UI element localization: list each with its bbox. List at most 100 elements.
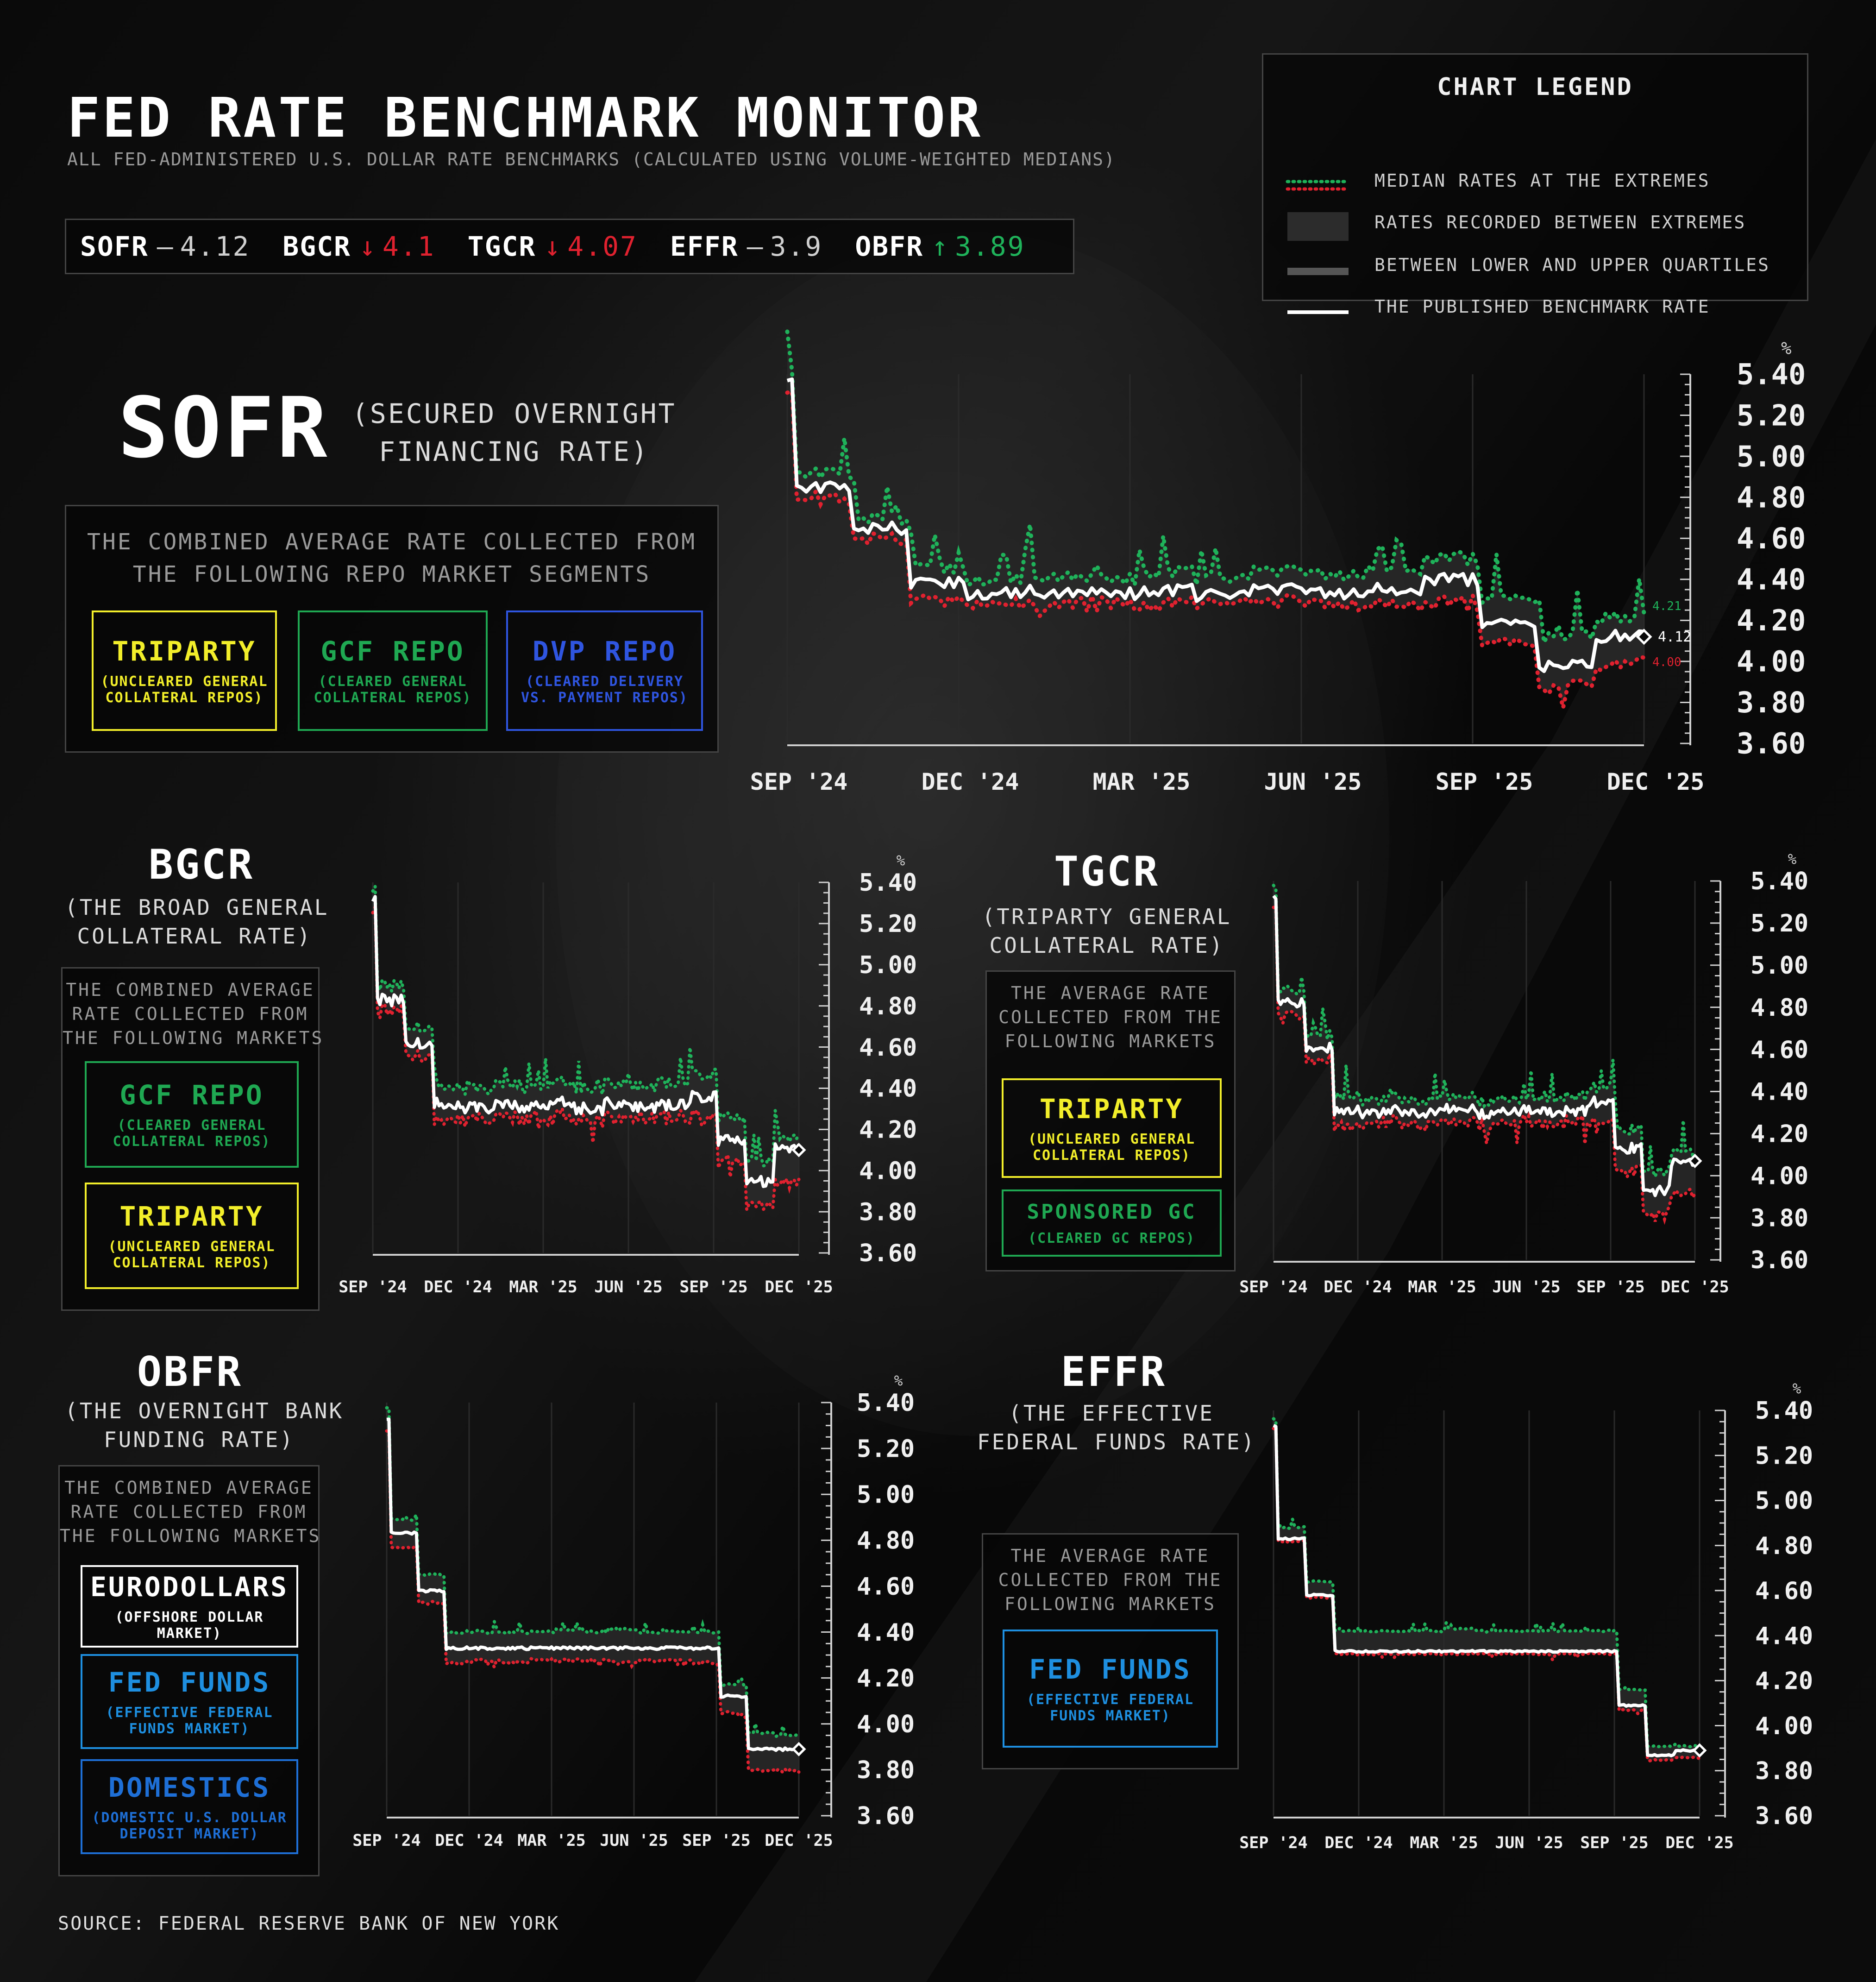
legend-label: THE PUBLISHED BENCHMARK RATE: [1374, 296, 1710, 317]
description-line: (SECURED OVERNIGHT: [352, 398, 677, 429]
x-tick-label: SEP '24: [339, 1278, 407, 1296]
y-tick-label: 3.60: [1737, 727, 1806, 761]
market-name: FED FUNDS: [108, 1666, 271, 1698]
ticker-value: 4.12: [180, 231, 251, 262]
y-tick-label: 5.20: [857, 1435, 915, 1463]
y-unit-label: %: [897, 853, 905, 869]
market-box-sponsored-gc: SPONSORED GC (CLEARED GC REPOS): [1002, 1189, 1222, 1257]
tgcr-chart: 5.40 5.20 5.00 4.80 4.60 4.40 4.20 4.00 3.80 3.60…: [1239, 851, 1808, 1296]
y-tick-label: 3.60: [1751, 1246, 1808, 1274]
range-band: [1274, 885, 1695, 1222]
legend-item-range: RATES RECORDED BETWEEN EXTREMES: [1263, 212, 1807, 241]
panel-heading-line: THE AVERAGE RATE: [1010, 1546, 1210, 1566]
range-band: [1274, 1419, 1700, 1761]
tgcr-description: (TRIPARTY GENERAL COLLATERAL RATE): [977, 902, 1236, 960]
market-name: DVP REPO: [532, 635, 677, 667]
x-tick-label: DEC '24: [435, 1831, 503, 1850]
y-tick-label: 3.80: [859, 1198, 917, 1226]
x-tick-label: DEC '24: [922, 768, 1019, 795]
x-tick-label: SEP '24: [352, 1831, 421, 1850]
market-name: EURODOLLARS: [90, 1571, 289, 1603]
panel-heading-line: RATE COLLECTED FROM: [70, 1502, 307, 1522]
y-tick-label: 3.80: [1751, 1204, 1808, 1232]
y-tick-label: 5.40: [1755, 1397, 1813, 1425]
range-band: [387, 1408, 799, 1773]
y-tick-label: 3.60: [1755, 1802, 1813, 1830]
x-tick-label: DEC '25: [1661, 1278, 1729, 1296]
x-tick-label: DEC '25: [765, 1278, 833, 1296]
x-tick-label: DEC '24: [1324, 1278, 1392, 1296]
market-description: (UNCLEARED GENERAL: [100, 673, 268, 690]
market-description: VS. PAYMENT REPOS): [521, 690, 689, 706]
x-tick-label: MAR '25: [1093, 768, 1191, 795]
obfr-name: OBFR: [137, 1348, 243, 1396]
y-tick-label: 5.00: [857, 1481, 915, 1509]
market-name: SPONSORED GC: [1027, 1200, 1197, 1224]
x-tick-label: JUN '25: [1264, 768, 1362, 795]
market-description: FUNDS MARKET): [1050, 1707, 1171, 1724]
source-note: SOURCE: FEDERAL RESERVE BANK OF NEW YORK: [58, 1913, 560, 1934]
market-box-fed-funds: FED FUNDS (EFFECTIVE FEDERAL FUNDS MARKET): [81, 1654, 298, 1749]
market-description: COLLATERAL REPOS): [113, 1255, 271, 1271]
lower-extreme-series: [371, 906, 801, 1213]
y-tick-label: 4.80: [1737, 480, 1806, 514]
legend-range-swatch: [1287, 212, 1349, 241]
x-tick-label: MAR '25: [1410, 1834, 1478, 1852]
y-tick-label: 4.60: [859, 1034, 917, 1062]
market-name: TRIPARTY: [112, 635, 257, 667]
market-box-triparty: TRIPARTY (UNCLEARED GENERAL COLLATERAL REP…: [92, 610, 277, 731]
description-line: COLLATERAL RATE): [77, 924, 312, 949]
x-tick-label: MAR '25: [517, 1831, 586, 1850]
sofr-markets-panel: THE COMBINED AVERAGE RATE COLLECTED FROM…: [65, 505, 719, 753]
benchmark-series: [786, 377, 1644, 673]
chart-legend: CHART LEGEND MEDIAN RATES AT THE EXTREME…: [1262, 53, 1808, 317]
bgcr-description: (THE BROAD GENERAL COLLATERAL RATE): [65, 893, 327, 950]
y-tick-label: 5.20: [859, 910, 917, 938]
market-description: DEPOSIT MARKET): [119, 1825, 259, 1842]
lower-extreme-series: [385, 1429, 801, 1775]
x-tick-label: DEC '25: [1607, 768, 1705, 795]
market-name: TRIPARTY: [1039, 1093, 1184, 1125]
y-tick-label: 4.00: [857, 1711, 915, 1738]
panel-heading: THE COMBINED AVERAGE RATE COLLECTED FROM…: [63, 978, 322, 1050]
market-box-dvp-repo: DVP REPO (CLEARED DELIVERY VS. PAYMENT REP…: [506, 610, 703, 731]
market-description: (DOMESTIC U.S. DOLLAR: [92, 1809, 287, 1826]
effr-markets-panel: THE AVERAGE RATE COLLECTED FROM THE FOLL…: [982, 1533, 1239, 1769]
panel-heading-line: THE COMBINED AVERAGE RATE COLLECTED FROM: [87, 529, 696, 555]
x-tick-label: SEP '25: [679, 1278, 748, 1296]
page-subtitle: ALL FED-ADMINISTERED U.S. DOLLAR RATE BE…: [67, 149, 1116, 170]
y-tick-label: 4.00: [1751, 1162, 1808, 1190]
y-tick-label: 5.20: [1737, 398, 1806, 432]
ticker-trend-icon: –: [157, 231, 175, 262]
y-tick-label: 4.60: [857, 1573, 915, 1601]
x-tick-label: JUN '25: [600, 1831, 668, 1850]
x-tick-label: SEP '25: [1576, 1278, 1645, 1296]
sofr-chart: 5.40 5.20 5.00 4.80 4.60 4.40 4.20 4.00 3.80 3.60…: [750, 329, 1806, 795]
benchmark-series: [371, 895, 801, 1188]
legend-quartile-swatch: [1287, 268, 1349, 275]
y-tick-label: 4.80: [859, 993, 917, 1020]
description-line: (TRIPARTY GENERAL: [982, 904, 1232, 929]
market-description: COLLATERAL REPOS): [113, 1133, 271, 1150]
y-tick-label: 4.40: [1737, 562, 1806, 596]
ticker-item-sofr: SOFR –4.12: [80, 231, 250, 262]
market-description: (CLEARED GENERAL: [318, 673, 467, 690]
range-band: [787, 331, 1644, 708]
market-description: (EFFECTIVE FEDERAL: [1026, 1691, 1194, 1708]
y-tick-label: 4.20: [1737, 604, 1806, 637]
market-box-gcf-repo: GCF REPO (CLEARED GENERAL COLLATERAL REPOS…: [85, 1061, 299, 1168]
y-unit-label: %: [894, 1373, 903, 1390]
ticker-trend-icon: –: [747, 231, 765, 262]
obfr-markets-panel: THE COMBINED AVERAGE RATE COLLECTED FROM…: [58, 1465, 320, 1876]
y-tick-label: 5.00: [1755, 1487, 1813, 1515]
ticker-trend-icon: ↑: [932, 231, 949, 262]
lower-extreme-series: [785, 389, 1646, 709]
lower-extreme-series: [1272, 1427, 1701, 1763]
legend-title: CHART LEGEND: [1437, 73, 1633, 101]
y-tick-label: 5.00: [1737, 440, 1806, 473]
y-tick-label: 4.60: [1751, 1036, 1808, 1064]
x-tick-label: SEP '25: [682, 1831, 751, 1850]
sofr-name: SOFR: [118, 380, 330, 477]
market-description: (CLEARED DELIVERY: [525, 673, 684, 690]
y-tick-label: 4.20: [1751, 1120, 1808, 1148]
